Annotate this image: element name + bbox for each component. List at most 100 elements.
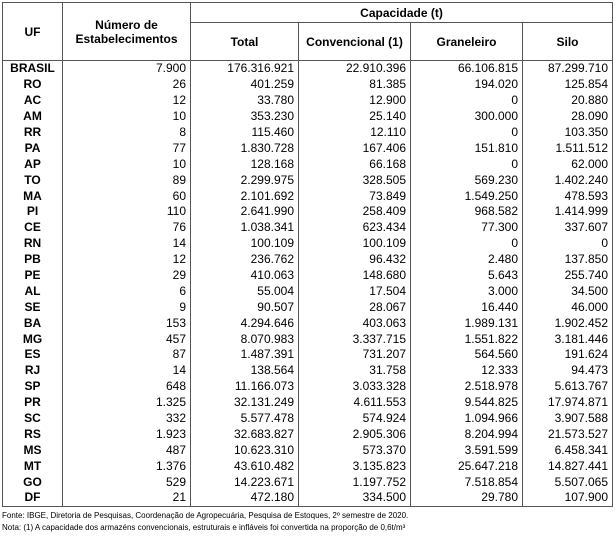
- column-header: Convencional (1): [298, 22, 411, 61]
- value-cell: 1.325: [62, 394, 191, 411]
- value-cell: 4.611.553: [298, 394, 411, 411]
- value-cell: 10: [62, 108, 191, 125]
- value-cell: 2.480: [410, 251, 523, 268]
- uf-cell: PI: [2, 204, 63, 220]
- uf-cell: MA: [2, 188, 63, 205]
- value-cell: 55.004: [190, 283, 299, 300]
- uf-cell: PE: [2, 267, 63, 284]
- value-cell: 90.507: [190, 299, 299, 316]
- value-cell: 100.109: [298, 235, 411, 252]
- uf-cell: MS: [2, 442, 63, 459]
- value-cell: 2.641.990: [190, 204, 299, 220]
- footnote: Nota: (1) A capacidade dos armazéns conv…: [2, 522, 406, 532]
- value-cell: 21: [62, 490, 191, 507]
- value-cell: 2.518.978: [410, 378, 523, 395]
- value-cell: 472.180: [190, 490, 299, 507]
- value-cell: 81.385: [298, 76, 411, 93]
- table-row: GO 529 14.223.671 1.197.752 7.518.854 5.507.0…: [2, 474, 613, 491]
- value-cell: 337.607: [522, 219, 613, 236]
- uf-cell: AL: [2, 283, 63, 300]
- table-row: BA 153 4.294.646 403.063 1.989.131 1.902.452: [2, 315, 613, 332]
- value-cell: 1.197.752: [298, 474, 411, 491]
- value-cell: 89: [62, 172, 191, 189]
- value-cell: 353.230: [190, 108, 299, 125]
- value-cell: 153: [62, 315, 191, 332]
- value-cell: 255.740: [522, 267, 613, 284]
- value-cell: 3.591.599: [410, 442, 523, 459]
- value-cell: 1.414.999: [522, 204, 613, 220]
- uf-cell: GO: [2, 474, 63, 491]
- value-cell: 17.504: [298, 283, 411, 300]
- value-cell: 151.810: [410, 140, 523, 157]
- value-cell: 14.223.671: [190, 474, 299, 491]
- value-cell: 1.902.452: [522, 315, 613, 332]
- value-cell: 77.300: [410, 219, 523, 236]
- value-cell: 4.294.646: [190, 315, 299, 332]
- table-row: AC 12 33.780 12.900 0 20.880: [2, 92, 613, 109]
- uf-cell: SE: [2, 299, 63, 316]
- value-cell: 43.610.482: [190, 458, 299, 475]
- table-body: BRASIL 7.900 176.316.921 22.910.396 66.106.8…: [2, 60, 613, 507]
- value-cell: 574.924: [298, 410, 411, 427]
- value-cell: 403.063: [298, 315, 411, 332]
- value-cell: 8.070.983: [190, 331, 299, 348]
- value-cell: 28.067: [298, 299, 411, 316]
- value-cell: 110: [62, 204, 191, 220]
- table-row: RJ 14 138.564 31.758 12.333 94.473: [2, 362, 613, 379]
- value-cell: 176.316.921: [190, 60, 299, 77]
- uf-cell: PA: [2, 140, 63, 157]
- value-cell: 12.900: [298, 92, 411, 109]
- uf-cell: RR: [2, 124, 63, 141]
- value-cell: 0: [522, 235, 613, 252]
- value-cell: 300.000: [410, 108, 523, 125]
- value-cell: 29: [62, 267, 191, 284]
- uf-cell: RN: [2, 235, 63, 252]
- value-cell: 731.207: [298, 347, 411, 363]
- value-cell: 2.905.306: [298, 426, 411, 443]
- value-cell: 25.140: [298, 108, 411, 125]
- value-cell: 66.168: [298, 156, 411, 173]
- value-cell: 5.643: [410, 267, 523, 284]
- value-cell: 9: [62, 299, 191, 316]
- value-cell: 3.337.715: [298, 331, 411, 348]
- value-cell: 10: [62, 156, 191, 173]
- table-row: MT 1.376 43.610.482 3.135.823 25.647.218 14.8…: [2, 458, 613, 475]
- table-row: RR 8 115.460 12.110 0 103.350: [2, 124, 613, 141]
- value-cell: 46.000: [522, 299, 613, 316]
- value-cell: 87: [62, 347, 191, 363]
- value-cell: 573.370: [298, 442, 411, 459]
- uf-cell: BRASIL: [2, 60, 63, 77]
- uf-cell: MG: [2, 331, 63, 348]
- table-row: DF 21 472.180 334.500 29.780 107.900: [2, 490, 613, 507]
- value-cell: 3.135.823: [298, 458, 411, 475]
- value-cell: 14.827.441: [522, 458, 613, 475]
- value-cell: 2.299.975: [190, 172, 299, 189]
- value-cell: 968.582: [410, 204, 523, 220]
- column-header: Número de Estabelecimentos: [62, 2, 191, 61]
- value-cell: 332: [62, 410, 191, 427]
- value-cell: 236.762: [190, 251, 299, 268]
- table-row: SP 648 11.166.073 3.033.328 2.518.978 5.613.7…: [2, 378, 613, 395]
- table-row: PR 1.325 32.131.249 4.611.553 9.544.825 17.97…: [2, 394, 613, 411]
- value-cell: 529: [62, 474, 191, 491]
- column-header: UF: [2, 2, 63, 61]
- value-cell: 648: [62, 378, 191, 395]
- value-cell: 16.440: [410, 299, 523, 316]
- table-row: PB 12 236.762 96.432 2.480 137.850: [2, 251, 613, 268]
- value-cell: 32.131.249: [190, 394, 299, 411]
- value-cell: 12.110: [298, 124, 411, 141]
- value-cell: 1.551.822: [410, 331, 523, 348]
- value-cell: 0: [410, 124, 523, 141]
- capacity-table: UF Número de Estabelecimentos Capacidade…: [2, 2, 613, 507]
- column-header: Graneleiro: [410, 22, 523, 61]
- uf-cell: ES: [2, 347, 63, 363]
- table-row: BRASIL 7.900 176.316.921 22.910.396 66.106.8…: [2, 60, 613, 77]
- value-cell: 7.518.854: [410, 474, 523, 491]
- table-row: AL 6 55.004 17.504 3.000 34.500: [2, 283, 613, 300]
- value-cell: 487: [62, 442, 191, 459]
- value-cell: 1.402.240: [522, 172, 613, 189]
- value-cell: 125.854: [522, 76, 613, 93]
- table-row: PE 29 410.063 148.680 5.643 255.740: [2, 267, 613, 284]
- uf-cell: SC: [2, 410, 63, 427]
- value-cell: 5.507.065: [522, 474, 613, 491]
